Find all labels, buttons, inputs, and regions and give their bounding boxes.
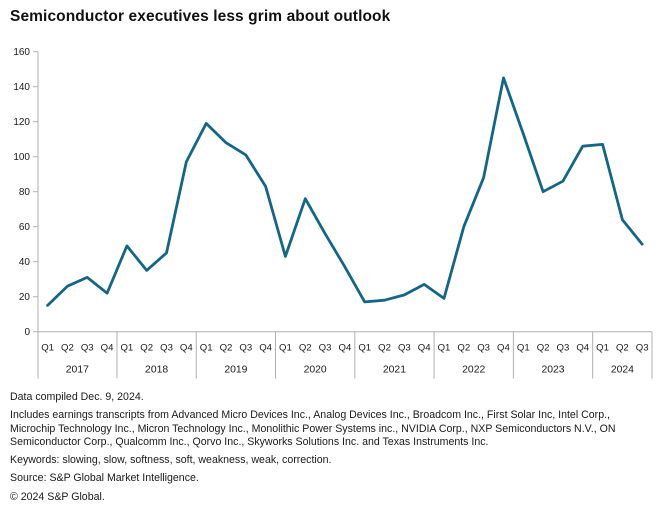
quarter-label: Q2	[299, 343, 312, 354]
y-tick-label: 160	[13, 47, 30, 58]
quarter-label: Q4	[576, 343, 589, 354]
chart-title: Semiconductor executives less grim about…	[10, 8, 391, 25]
quarter-label: Q1	[200, 343, 213, 354]
year-label: 2018	[145, 365, 168, 376]
note-data-compiled: Data compiled Dec. 9, 2024.	[10, 391, 144, 403]
quarter-label: Q1	[438, 343, 451, 354]
year-label: 2022	[462, 365, 485, 376]
quarter-label: Q1	[279, 343, 292, 354]
quarter-label: Q2	[537, 343, 550, 354]
y-tick-label: 100	[13, 152, 30, 163]
note-copyright: © 2024 S&P Global.	[10, 490, 105, 503]
y-tick-label: 20	[19, 292, 31, 303]
quarter-label: Q2	[220, 343, 233, 354]
quarter-label: Q4	[338, 343, 351, 354]
y-tick-label: 80	[19, 187, 31, 198]
footer-notes: Data compiled Dec. 9, 2024. Includes ear…	[10, 391, 652, 504]
x-axis-labels: Q1 Q2 Q3 Q4 2017 Q1 Q2 Q3 Q4 2018 Q1 Q2 Q3 Q4 2019 Q1 Q2…	[41, 331, 653, 379]
year-label: 2017	[66, 365, 89, 376]
quarter-label: Q4	[418, 343, 431, 354]
quarter-label: Q4	[180, 343, 193, 354]
quarter-label: Q1	[596, 343, 609, 354]
y-tick-label: 0	[24, 327, 30, 338]
year-label: 2023	[541, 365, 564, 376]
quarter-label: Q3	[477, 343, 490, 354]
y-axis: 0 20 40 60 80 100 120 140 160	[13, 47, 39, 379]
quarter-label: Q1	[120, 343, 133, 354]
year-label: 2020	[304, 365, 327, 376]
quarter-label: Q3	[160, 343, 173, 354]
quarter-label: Q3	[239, 343, 252, 354]
y-tick-label: 60	[19, 222, 31, 233]
quarter-label: Q1	[517, 343, 530, 354]
quarter-label: Q1	[41, 343, 54, 354]
quarter-label: Q2	[616, 343, 629, 354]
quarter-label: Q4	[497, 343, 510, 354]
y-tick-label: 120	[13, 117, 30, 128]
quarter-label: Q3	[636, 343, 649, 354]
quarter-label: Q2	[61, 343, 74, 354]
data-line	[46, 76, 644, 307]
year-label: 2024	[611, 365, 634, 376]
year-label: 2019	[224, 365, 247, 376]
quarter-label: Q4	[101, 343, 114, 354]
quarter-label: Q2	[457, 343, 470, 354]
note-includes: Includes earnings transcripts from Advan…	[10, 409, 616, 449]
quarter-label: Q1	[358, 343, 371, 354]
note-source: Source: S&P Global Market Intelligence.	[10, 472, 199, 485]
quarter-label: Q3	[398, 343, 411, 354]
quarter-label: Q3	[557, 343, 570, 354]
quarter-label: Q2	[378, 343, 391, 354]
quarter-label: Q4	[259, 343, 272, 354]
y-tick-label: 40	[19, 257, 31, 268]
y-tick-label: 140	[13, 82, 30, 93]
quarter-label: Q3	[319, 343, 332, 354]
year-label: 2021	[383, 365, 406, 376]
note-keywords: Keywords: slowing, slow, softness, soft,…	[10, 454, 332, 467]
quarter-label: Q2	[140, 343, 153, 354]
quarter-label: Q3	[81, 343, 94, 354]
